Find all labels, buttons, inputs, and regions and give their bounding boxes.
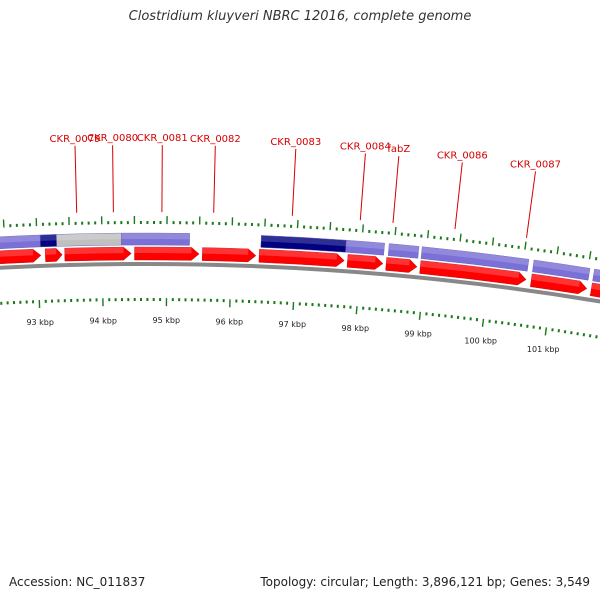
cds-arrow-highlight: [259, 249, 337, 260]
cds-arrow: [419, 260, 527, 286]
kbp-minor-tick: [588, 334, 592, 338]
kbp-minor-tick: [595, 335, 598, 339]
cds-arrow-highlight: [420, 260, 520, 278]
kbp-label: 94 kbp: [89, 316, 117, 325]
kbp-label: 97 kbp: [279, 320, 307, 329]
outer-major-tick: [329, 222, 332, 231]
kbp-minor-tick: [570, 331, 573, 335]
gene-label: CKR_0083: [270, 137, 321, 148]
feature-bar-blue: [345, 239, 385, 256]
cds-arrow: [589, 282, 600, 298]
gene-label: CKR_0084: [340, 141, 391, 152]
cds-arrow: [134, 246, 200, 261]
kbp-minor-tick: [576, 332, 579, 336]
feature-bar-highlight: [421, 246, 529, 266]
kbp-label: 95 kbp: [153, 316, 181, 325]
feature-bar-highlight: [40, 234, 57, 241]
cds-arrow: [64, 246, 132, 262]
feature-bar-highlight: [388, 243, 419, 253]
feature-bar-highlight: [121, 233, 190, 240]
cds-arrow-highlight: [386, 257, 410, 266]
feature-bar-highlight: [593, 269, 600, 277]
cds-arrow: [258, 249, 345, 267]
kbp-label: 93 kbp: [26, 318, 54, 327]
outer-major-tick: [524, 241, 527, 250]
cds-arrow-highlight: [64, 247, 124, 255]
inner-tick-track: [0, 298, 598, 339]
outer-major-tick: [296, 220, 299, 229]
cds-arrow-highlight: [591, 282, 600, 291]
kbp-label: 99 kbp: [404, 330, 432, 339]
kbp-major-tick: [355, 306, 358, 315]
kbp-label: 96 kbp: [216, 317, 244, 326]
cds-arrow-highlight: [45, 248, 57, 255]
gene-leader-line: [392, 156, 400, 223]
gene-label: CKR_0086: [437, 150, 488, 161]
gene-label: CKR_0087: [510, 159, 561, 170]
gene-leader-line: [213, 145, 216, 213]
outer-minor-tick: [575, 254, 579, 258]
feature-bar-blue: [592, 268, 600, 283]
gene-label: CKR_0082: [190, 134, 241, 145]
cds-arrow: [346, 254, 384, 270]
gene-leader-line: [526, 171, 536, 238]
accession-text: Accession: NC_011837: [9, 575, 146, 589]
gene-label: fabZ: [387, 144, 410, 155]
gene-leader-line: [359, 153, 366, 221]
gene-leader-line: [291, 148, 297, 216]
kbp-label: 98 kbp: [342, 324, 370, 333]
gene-leader-line: [454, 162, 463, 230]
cds-arrow-highlight: [531, 273, 581, 287]
gene-leader-line: [74, 145, 78, 213]
outer-major-tick: [362, 224, 364, 233]
feature-bar-highlight: [346, 240, 385, 250]
kbp-label: 101 kbp: [527, 345, 560, 354]
gene-leader-line: [112, 145, 114, 213]
feature-bar-blue: [532, 259, 591, 281]
cds-arrow-highlight: [347, 254, 376, 263]
topology-text: Topology: circular; Length: 3,896,121 bp…: [260, 575, 590, 589]
gene-label: CKR_0079: [50, 134, 101, 145]
feature-bar-blue: [420, 246, 530, 272]
outer-major-tick: [427, 230, 430, 239]
kbp-major-tick: [544, 327, 548, 336]
kbp-minor-tick: [538, 326, 542, 330]
gene-label: CKR_0080: [87, 133, 138, 144]
outer-minor-tick: [594, 257, 598, 261]
feature-bar-highlight: [533, 260, 590, 275]
cds-arrow-highlight: [134, 246, 192, 254]
cds-arrow: [44, 248, 63, 263]
kbp-major-tick: [418, 311, 421, 320]
kbp-scale: 93 kbp 94 kbp 95 kbp 96 kbp 97 kbp 98 kbp 99 k…: [26, 316, 559, 354]
cds-arrow-track: [0, 246, 600, 298]
outer-major-tick: [588, 251, 592, 260]
cds-arrow: [385, 257, 418, 273]
kbp-minor-tick: [532, 325, 535, 329]
outer-major-tick: [459, 233, 462, 242]
map-title: Clostridium kluyveri NBRC 12016, complet…: [128, 9, 472, 24]
cds-arrow-highlight: [0, 249, 34, 257]
outer-major-tick: [556, 246, 560, 255]
cds-arrow-highlight: [202, 247, 249, 255]
kbp-major-tick: [481, 318, 485, 327]
backbone-arc: [0, 262, 600, 304]
cds-arrow: [0, 248, 42, 265]
backbone-track: [0, 262, 600, 304]
cds-arrow: [201, 247, 257, 263]
outer-tick-track: [2, 216, 598, 261]
outer-major-tick: [394, 227, 397, 236]
kbp-label: 100 kbp: [464, 337, 497, 346]
cds-arrow: [530, 273, 588, 295]
kbp-minor-tick: [563, 330, 567, 334]
feature-bar-track: [0, 232, 600, 283]
outer-major-tick: [491, 237, 495, 246]
feature-bar-blue: [121, 232, 190, 246]
feature-bar-blue: [387, 243, 420, 259]
feature-bar-highlight: [261, 235, 347, 247]
feature-bar-highlight: [56, 233, 122, 241]
feature-bar-highlight: [0, 235, 41, 243]
gene-label: CKR_0081: [137, 133, 188, 144]
